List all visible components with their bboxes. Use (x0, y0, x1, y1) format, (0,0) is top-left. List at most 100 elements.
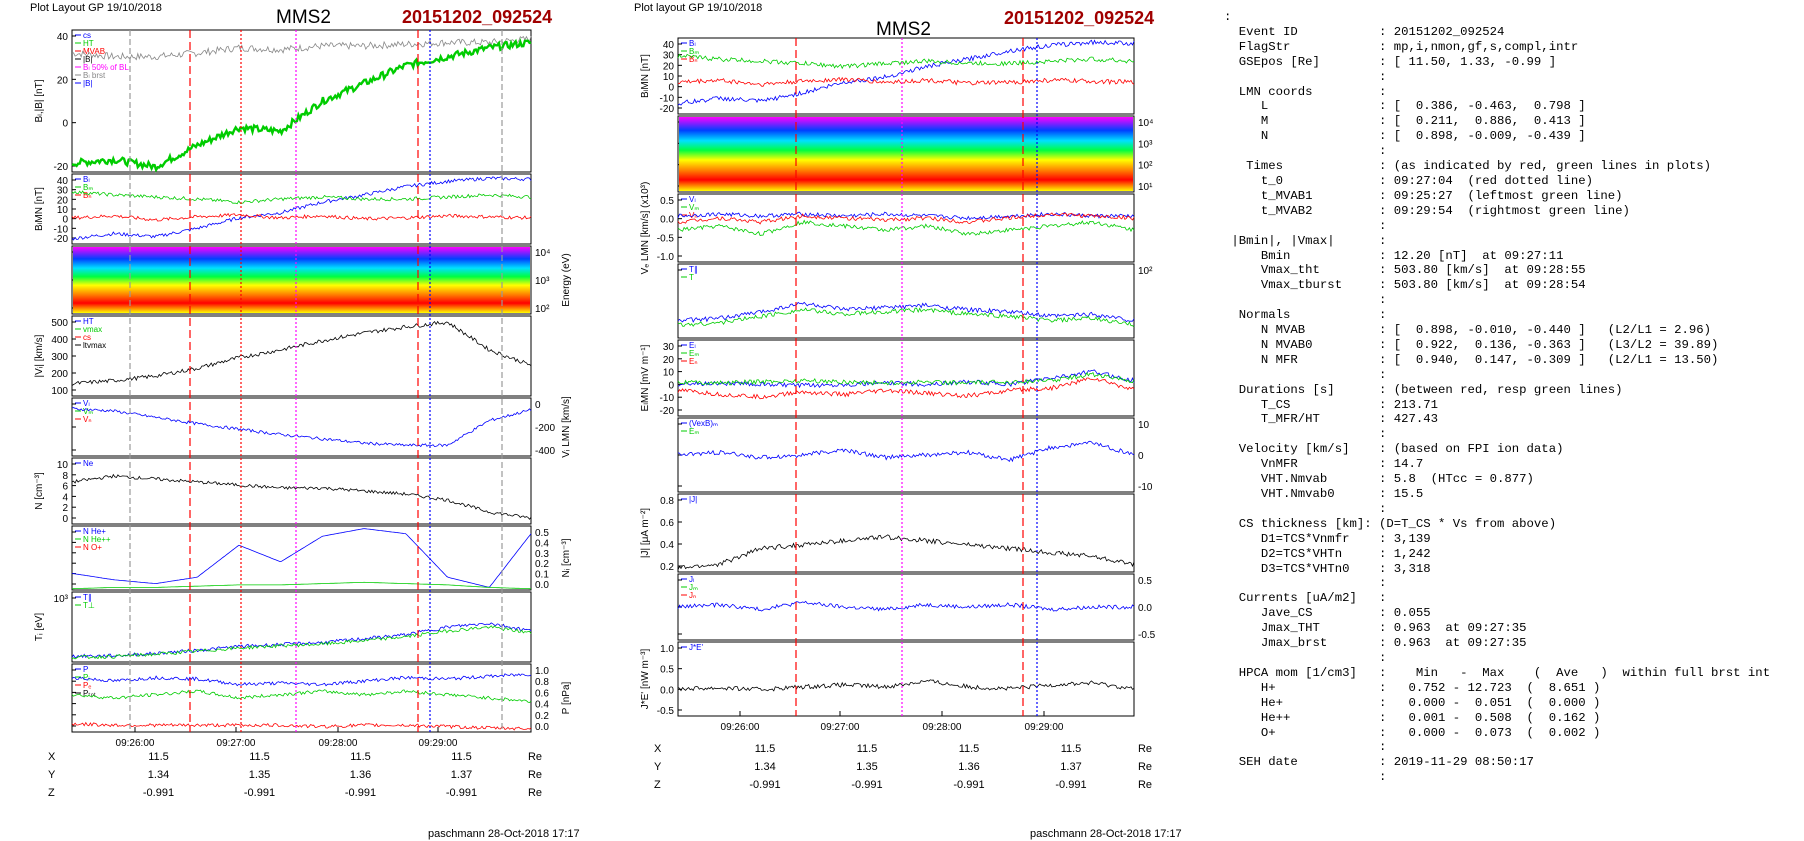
coords-value: 1.35 (248, 769, 271, 781)
coords-unit: Re (1137, 779, 1152, 791)
y-tick-label: 40 (57, 32, 69, 43)
panel-frame (677, 193, 1135, 263)
y-tick-label: 0.5 (535, 528, 549, 539)
coords-unit: Re (527, 751, 542, 763)
y-tick-label: -20 (54, 162, 69, 173)
legend-entry: vmax (83, 325, 102, 334)
left-header: Plot Layout GP 19/10/2018 (30, 2, 162, 14)
legend-entry: Bₙ (689, 55, 698, 64)
legend-entry: |B| (83, 55, 93, 64)
coords-unit: Re (1137, 761, 1152, 773)
coords-value: 1.35 (856, 761, 878, 773)
series-line (71, 37, 532, 173)
legend-entry: N O+ (83, 543, 102, 552)
legend-entry: Eₗ (689, 341, 696, 350)
y-tick-label: 0.1 (535, 570, 549, 581)
panel-frame (677, 37, 1135, 115)
series-line (71, 473, 532, 520)
y-tick-label: 0.6 (535, 688, 549, 699)
series-line (72, 581, 531, 590)
y-tick-label: -200 (535, 423, 555, 434)
series-line (71, 721, 532, 731)
x-tick-label: 09:26:00 (116, 738, 155, 749)
coords-row: Z -0.991 -0.991 -0.991 -0.991 Re (654, 776, 1152, 794)
coords-unit: Re (527, 769, 542, 781)
series-line (71, 212, 532, 222)
x-tick-label: 09:28:00 (319, 738, 358, 749)
panel-frame (71, 173, 532, 245)
y-axis-label: EₗMN [mV m⁻¹] (640, 344, 651, 411)
legend-entry: ltvmax (83, 341, 106, 350)
y-tick-label: 0 (1138, 451, 1144, 462)
y-tick-label: 0.3 (535, 549, 549, 560)
y-tick-label: 400 (51, 335, 68, 346)
coords-row: X 11.5 11.5 11.5 11.5 Re (48, 748, 542, 766)
series-line (71, 407, 532, 448)
y-tick-label: 2 (62, 503, 68, 514)
panel-frame (677, 417, 1135, 493)
y-tick-label: 40 (663, 40, 675, 51)
panel-frame (71, 29, 532, 173)
legend-entry: Pₜₒₜ (83, 689, 96, 698)
y-tick-label: 0.0 (660, 685, 674, 696)
coords-label: Y (654, 761, 662, 773)
x-tick-label: 09:29:00 (1025, 722, 1064, 733)
legend-entry: T (689, 273, 694, 282)
legend-entry: Vₙ (83, 415, 92, 424)
legend-entry: HT (83, 39, 94, 48)
legend-entry: P (83, 665, 88, 674)
y-tick-label: 30 (663, 342, 675, 353)
y-axis-label: |J| [μA m⁻²] (640, 508, 651, 558)
legend-entry: Bₘ (83, 183, 93, 192)
y-tick-label: 20 (663, 61, 675, 72)
y-axis-label: |Vᵢ| [km/s] (34, 334, 45, 377)
panel-frame (71, 315, 532, 397)
x-tick-label: 09:26:00 (721, 722, 760, 733)
series-line (677, 534, 1135, 570)
legend-entry: cs (83, 31, 91, 40)
legend-entry: Bₗ brst (83, 71, 106, 80)
coords-unit: Re (1137, 743, 1152, 755)
legend-entry: cs (83, 333, 91, 342)
legend-entry: Vₘ (83, 407, 93, 416)
y-tick-label: 100 (51, 386, 68, 397)
event-info-text: : Event ID : 20151202_092524 FlagStr : m… (1224, 10, 1771, 785)
y-tick-label: 0.2 (535, 559, 549, 570)
y-tick-label: 0 (535, 400, 541, 411)
legend-entry: Bₗ (83, 175, 90, 184)
y-axis-label: BₗMN [nT] (640, 54, 651, 98)
y-tick-label: -0.5 (657, 233, 675, 244)
series-line (677, 211, 1135, 221)
panel-frame (677, 339, 1135, 417)
coords-value: 1.36 (349, 769, 372, 781)
coords-unit: Re (527, 787, 542, 799)
panel-frame (71, 397, 532, 457)
legend-entry: Eₘ (689, 349, 699, 358)
y-tick-label: 10⁴ (1138, 118, 1153, 129)
y-axis-label: J*E' [nW m⁻³] (640, 649, 651, 710)
y-tick-label: 300 (51, 352, 68, 363)
legend-entry: Pₑ (83, 681, 91, 690)
series-line (677, 39, 1135, 106)
panel-frame (677, 641, 1135, 717)
y-tick-label: 20 (57, 195, 69, 206)
spectrogram (73, 247, 530, 313)
coords-row: Y 1.34 1.35 1.36 1.37 Re (48, 766, 542, 784)
series-line (71, 176, 532, 241)
y-axis-label: Energy (eV) (561, 253, 572, 306)
y-tick-label: 6 (62, 482, 68, 493)
coords-value: 1.36 (958, 761, 980, 773)
legend-entry: Jₙ (689, 591, 696, 600)
legend-entry: Jₗ (689, 575, 694, 584)
legend-entry: J*E' (689, 643, 703, 652)
legend-entry: Vₘ (689, 203, 699, 212)
y-tick-label: 4 (62, 492, 68, 503)
y-tick-label: 0 (62, 119, 68, 130)
panel-frame (71, 525, 532, 591)
coords-row: X 11.5 11.5 11.5 11.5 Re (654, 740, 1152, 758)
y-tick-label: -20 (660, 406, 675, 417)
y-tick-label: 0.4 (535, 538, 549, 549)
coords-value: 1.37 (1060, 761, 1082, 773)
panel-frame (677, 115, 1135, 193)
